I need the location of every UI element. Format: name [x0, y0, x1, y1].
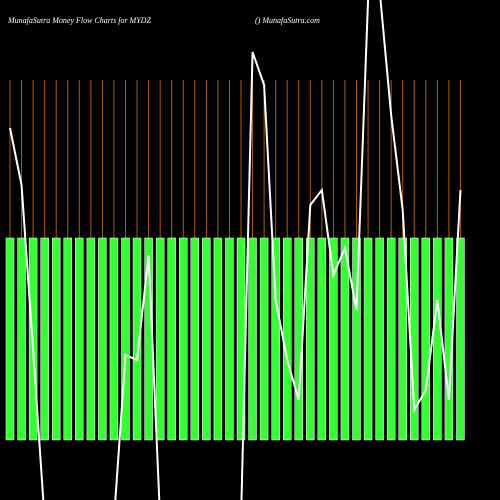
bar: [5, 237, 15, 441]
bar: [109, 237, 119, 441]
bar: [63, 237, 72, 441]
bar: [190, 237, 200, 441]
bar: [167, 237, 176, 441]
bar: [75, 237, 84, 441]
bar: [456, 237, 465, 441]
bar: [132, 237, 142, 441]
bar: [329, 237, 338, 441]
bar: [271, 237, 280, 441]
bar: [213, 237, 223, 441]
bar: [179, 237, 188, 441]
bar: [51, 237, 61, 441]
bar: [259, 237, 269, 441]
bar: [306, 237, 315, 441]
bar: [433, 237, 442, 441]
bar: [121, 237, 130, 441]
bar: [282, 237, 292, 441]
bar: [17, 237, 26, 441]
bar: [155, 237, 165, 441]
bar: [340, 237, 350, 441]
bar: [421, 237, 431, 441]
bar: [317, 237, 327, 441]
bar: [225, 237, 234, 441]
bar: [202, 237, 211, 441]
bar: [386, 237, 396, 441]
bar: [363, 237, 373, 441]
bar: [375, 237, 384, 441]
chart-subtitle: () MunafaSutra.com: [255, 16, 320, 25]
money-flow-line: [9, 0, 462, 500]
bar: [40, 237, 49, 441]
bar: [248, 237, 257, 441]
bar: [86, 237, 96, 441]
bar: [398, 237, 407, 441]
bar: [98, 237, 107, 441]
bar: [352, 237, 361, 441]
chart-title: MunafaSutra Money Flow Charts for MYDZ: [7, 16, 151, 25]
